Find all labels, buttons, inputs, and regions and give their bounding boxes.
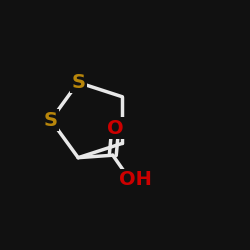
Text: O: O [107, 118, 124, 138]
Text: S: S [44, 110, 58, 130]
Text: S: S [71, 73, 85, 92]
Text: OH: OH [118, 170, 152, 190]
